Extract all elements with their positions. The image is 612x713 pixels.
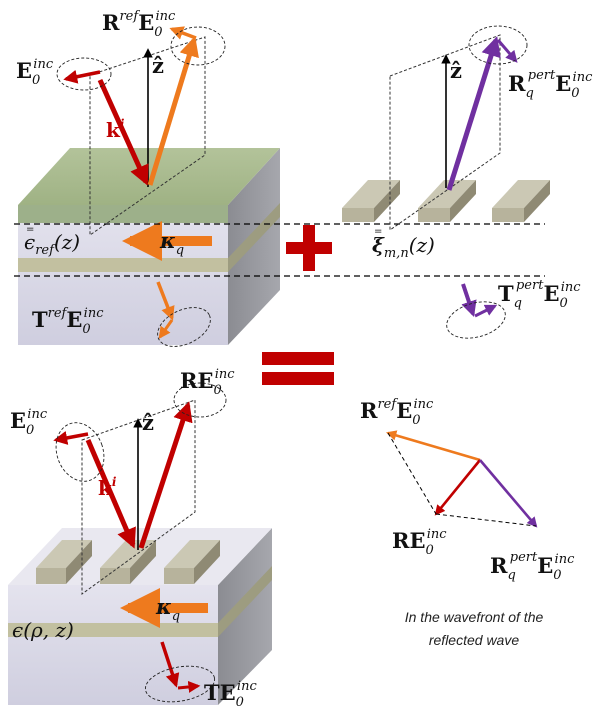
ref-reflected-vector (147, 36, 199, 186)
sum-r-pert-vector (479, 459, 538, 528)
plus-icon (286, 225, 332, 271)
full-slab-side (218, 528, 272, 705)
label-eps-ref-tl: ϵref(z) (24, 230, 80, 258)
label-r-ref-e-inc-tl: RrefE0inc (102, 9, 176, 40)
ref-top-cap (18, 205, 228, 223)
full-grating (36, 540, 220, 584)
ref-transmitted-e-vector (158, 319, 174, 339)
reference-structure (18, 26, 280, 347)
label-t-ref-e-inc-tl: TrefE0inc (32, 306, 104, 337)
ref-slab-top (18, 148, 280, 205)
label-r-ref-e-inc-br: RrefE0inc (360, 397, 434, 428)
label-xi-tr: ξm,n(z) (372, 233, 435, 261)
ref-slab-side (228, 148, 280, 345)
equals-icon (262, 352, 334, 385)
pert-transmitted-e-vector (474, 304, 498, 318)
label-z-tl: ẑ (152, 53, 164, 78)
ref-incidence-plane (89, 36, 206, 236)
ref-incident-e-vector (63, 69, 101, 84)
label-k-bl: ki (98, 475, 117, 500)
full-transmitted-vector (160, 641, 180, 688)
label-te-inc-bl: TE0inc (204, 679, 257, 710)
ref-thin-layer-side (228, 203, 280, 272)
pert-r-pert-polarization-circle (468, 25, 528, 65)
wavefront-vector-sum (386, 430, 538, 528)
label-z-bl: ẑ (142, 410, 154, 435)
full-re-polarization-circle (173, 382, 227, 418)
full-thin-layer (8, 623, 218, 637)
ref-slab-front (18, 205, 228, 345)
ref-transmitted-vector (156, 281, 175, 321)
full-e-inc-polarization-circle (55, 422, 105, 482)
label-xi-overbar-tr: = (374, 226, 382, 237)
sum-dashed-bottom (435, 513, 537, 527)
ref-r-ref-polarization-circle (170, 26, 226, 66)
ref-t-ref-polarization-circle (157, 307, 211, 347)
pert-reflected-e-vector (496, 39, 518, 63)
label-re-inc-br: RE0inc (392, 527, 447, 558)
label-k-tl: ki (106, 117, 125, 142)
sum-re-vector (434, 459, 482, 516)
label-t-pert-e-inc-tr: TqpertE0inc (498, 278, 581, 311)
full-slab-front (8, 585, 218, 705)
full-structure (8, 382, 272, 705)
ref-incident-k-vector (97, 78, 149, 186)
label-kappa-tl: κq (159, 228, 184, 258)
label-eps-overbar-tl: = (26, 224, 34, 235)
pert-incidence-plane (389, 34, 501, 231)
full-incident-e-vector (53, 431, 89, 445)
label-z-tr: ẑ (450, 58, 462, 83)
ref-e-inc-polarization-circle (56, 57, 112, 91)
label-r-pert-e-inc-tr: RqpertE0inc (508, 68, 593, 101)
perturbation-structure (342, 25, 550, 339)
pert-reflected-vector (446, 36, 501, 191)
full-te-polarization-circle (144, 665, 216, 703)
label-e-inc-tl: E0inc (16, 57, 54, 88)
caption-line-2: reflected wave (429, 632, 519, 648)
full-incident-k-vector (85, 439, 136, 549)
label-r-pert-e-inc-br: RqpertE0inc (490, 550, 575, 583)
sum-dashed-left (387, 432, 437, 515)
ref-reflected-e-vector (169, 26, 197, 40)
caption-line-1: In the wavefront of the (405, 609, 544, 625)
pert-transmitted-vector (461, 283, 477, 318)
ref-thin-layer (18, 258, 228, 272)
pert-t-pert-polarization-circle (446, 301, 506, 339)
full-reflected-vector (138, 401, 193, 549)
full-incidence-plane (81, 399, 196, 595)
label-re-inc-bl: RE0inc (180, 367, 235, 398)
perturbation-grating (342, 180, 550, 222)
label-kappa-bl: κq (155, 594, 180, 624)
label-eps-rho-bl: ϵ(ρ, z) (12, 618, 74, 642)
label-e-inc-bl: E0inc (10, 407, 48, 438)
full-transmitted-e-vector (177, 680, 201, 693)
sum-r-ref-vector (386, 430, 481, 462)
